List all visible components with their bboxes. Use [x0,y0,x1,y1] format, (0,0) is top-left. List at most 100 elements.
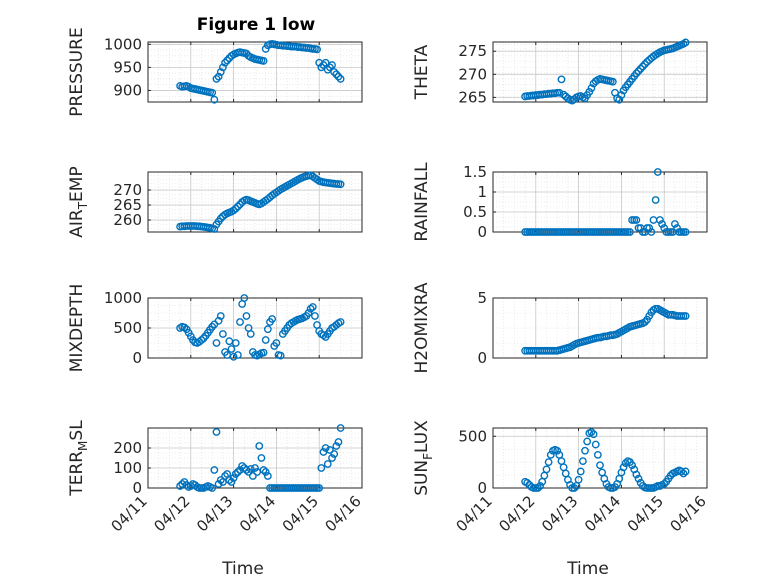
data-point [587,84,596,93]
data-point [656,216,664,224]
data-point [328,454,336,462]
data-point [330,68,339,76]
y-axis-label: RAINFALL [412,162,432,242]
data-point [619,463,628,472]
data-point [210,225,219,233]
data-point [325,446,334,454]
axes-frame [492,171,708,233]
subplot-6: 0 5 H2OMIXRA [412,282,708,374]
data-point [261,336,270,344]
data-point [334,438,343,446]
x-axis-label: Time [221,559,264,579]
data-point [546,450,555,459]
y-tick-label: 1000 [104,289,142,307]
data-point [336,75,345,83]
y-tick-label: 1000 [104,35,142,53]
data-point [210,95,219,104]
subplot-4: 0 0.5 1 1.5 RAINFALL [412,162,708,242]
axes-frame [147,427,363,489]
data-point [557,75,566,84]
data-point [315,484,324,492]
data-point [242,466,251,474]
data-point [257,454,266,462]
data-point [681,312,690,320]
data-point [210,466,219,474]
y-tick-label: 1.5 [463,163,487,181]
data-point [276,351,285,360]
y-tick-label: 0.5 [463,203,487,221]
data-point [660,479,669,488]
data-point [632,216,641,224]
data-point [197,336,206,344]
data-point [336,318,345,326]
data-point [229,474,238,482]
data-point [225,476,234,484]
y-axis-label: MIXDEPTH [67,284,87,373]
data-point [641,60,649,69]
data-point [589,430,598,439]
data-point [608,77,617,86]
y-tick-label: 260 [113,211,142,229]
data-point [259,57,268,65]
data-point [259,348,268,357]
data-point [216,476,225,484]
data-point [231,339,240,347]
data-point [180,323,189,332]
data-point [263,472,272,480]
data-point [319,331,328,340]
data-point [233,351,242,359]
data-point [317,63,326,72]
data-point [248,472,257,480]
data-point [542,465,551,474]
axes-frame [147,41,363,103]
data-point [231,470,240,478]
data-point [304,309,313,317]
y-tick-label: 100 [113,459,142,477]
data-point [681,467,690,476]
data-point [216,68,225,76]
data-point [523,478,532,487]
data-point [223,56,232,65]
data-point [645,224,654,232]
y-tick-label: 0 [477,349,487,367]
data-point [651,196,660,204]
data-point [615,95,624,104]
data-point [218,330,227,338]
data-point [227,478,236,486]
data-point [212,339,221,347]
data-point [178,480,187,488]
data-point [634,474,643,483]
data-point [673,224,681,232]
data-point [218,63,227,72]
data-point [229,206,238,215]
y-tick-label: 0 [132,479,142,497]
data-point [334,72,343,81]
y-tick-label: 900 [113,81,142,99]
y-tick-label: 5 [477,289,487,307]
figure-title: Figure 1 low [197,15,316,35]
data-point [653,168,662,176]
subplot-2: 265 270 275 THETA [412,38,708,106]
data-point [306,304,315,313]
subplot-1: 900 950 1000 PRESSURE [67,27,363,117]
data-point [591,440,600,449]
data-point [212,428,221,436]
data-point [626,228,634,236]
data-point [553,446,562,455]
data-point [534,484,542,492]
data-point [227,345,236,353]
data-point [681,38,690,47]
data-point [321,444,330,452]
data-point [251,464,259,472]
data-point [632,69,641,78]
data-point [272,339,281,347]
y-axis-label: SUNFLUX [412,420,435,496]
data-point [570,484,579,492]
data-point [229,352,238,361]
data-point [261,468,270,476]
data-point [208,484,217,492]
data-point [240,294,249,302]
data-point [208,88,217,97]
data-point [246,330,255,338]
